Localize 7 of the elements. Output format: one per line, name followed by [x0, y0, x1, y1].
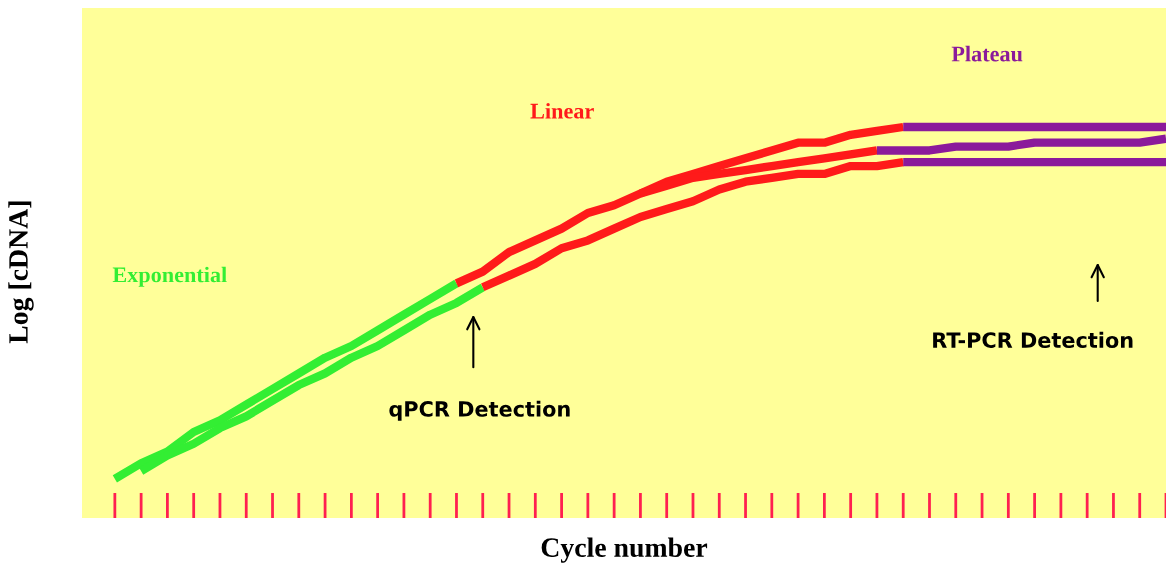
annotation: qPCR Detection	[389, 400, 570, 421]
x-axis-title: Cycle number	[541, 537, 708, 563]
annotation: Exponential	[112, 266, 227, 287]
y-axis-title: Log [cDNA]	[8, 201, 34, 344]
text: Linear	[530, 102, 594, 119]
text: Plateau	[951, 45, 1023, 62]
annotation: RT-PCR Detection	[933, 331, 1133, 348]
